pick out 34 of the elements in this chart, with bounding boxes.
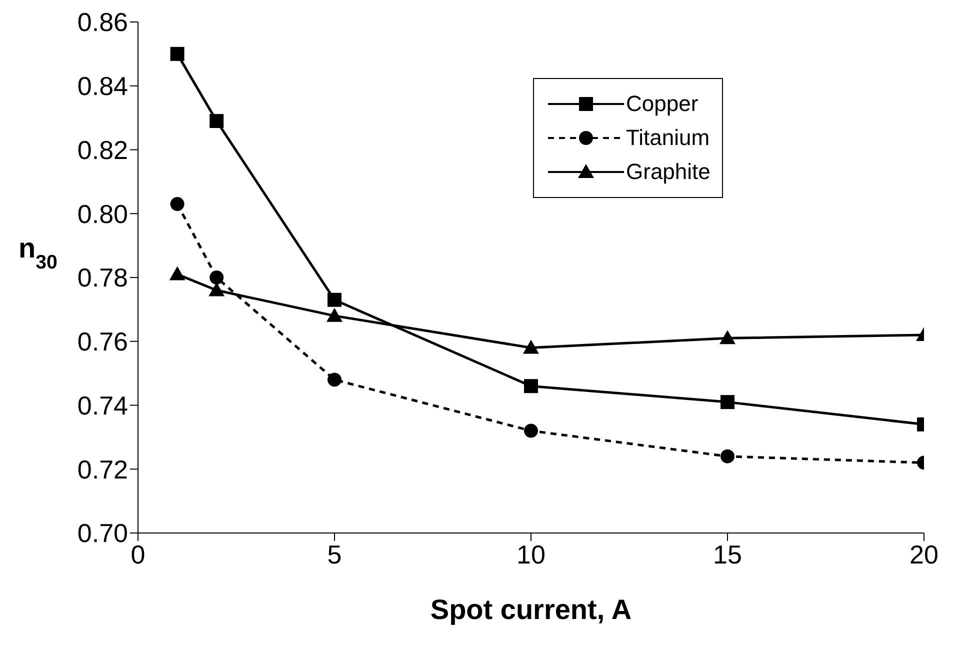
point bbox=[169, 266, 186, 280]
x-tick-label: 10 bbox=[516, 539, 546, 570]
y-tick-label: 0.76 bbox=[77, 326, 128, 357]
x-tick-label: 15 bbox=[713, 539, 742, 570]
x-tick-label: 5 bbox=[327, 539, 342, 570]
y-axis-title: n$_{30}$ bbox=[18, 232, 58, 274]
point bbox=[170, 197, 184, 212]
y-tick-label: 0.72 bbox=[77, 454, 128, 484]
point bbox=[720, 330, 736, 344]
y-tick-label: 0.86 bbox=[77, 7, 128, 38]
legend-label: Copper bbox=[626, 91, 698, 117]
y-tick-label: 0.74 bbox=[77, 390, 128, 420]
point bbox=[328, 372, 342, 387]
x-axis-title: Spot current, A bbox=[430, 594, 632, 625]
y-tick-label: 0.80 bbox=[77, 198, 128, 229]
point bbox=[720, 449, 734, 464]
point bbox=[210, 114, 224, 128]
y-tick-label: 0.84 bbox=[77, 71, 128, 102]
point bbox=[326, 308, 342, 322]
y-tick-label: 0.70 bbox=[77, 518, 128, 548]
point bbox=[210, 270, 224, 284]
legend-label: Titanium bbox=[626, 125, 710, 151]
point bbox=[720, 395, 734, 410]
legend-label: Graphite bbox=[626, 159, 710, 185]
x-tick-label: 0 bbox=[130, 539, 146, 570]
x-tick-label: 20 bbox=[910, 539, 938, 570]
y-tick-label: 0.82 bbox=[77, 134, 128, 165]
point bbox=[523, 340, 539, 354]
point bbox=[208, 282, 225, 296]
point bbox=[328, 292, 342, 307]
y-tick-label: 0.78 bbox=[77, 262, 128, 293]
point bbox=[524, 379, 538, 394]
point bbox=[524, 424, 538, 438]
point bbox=[170, 46, 184, 61]
